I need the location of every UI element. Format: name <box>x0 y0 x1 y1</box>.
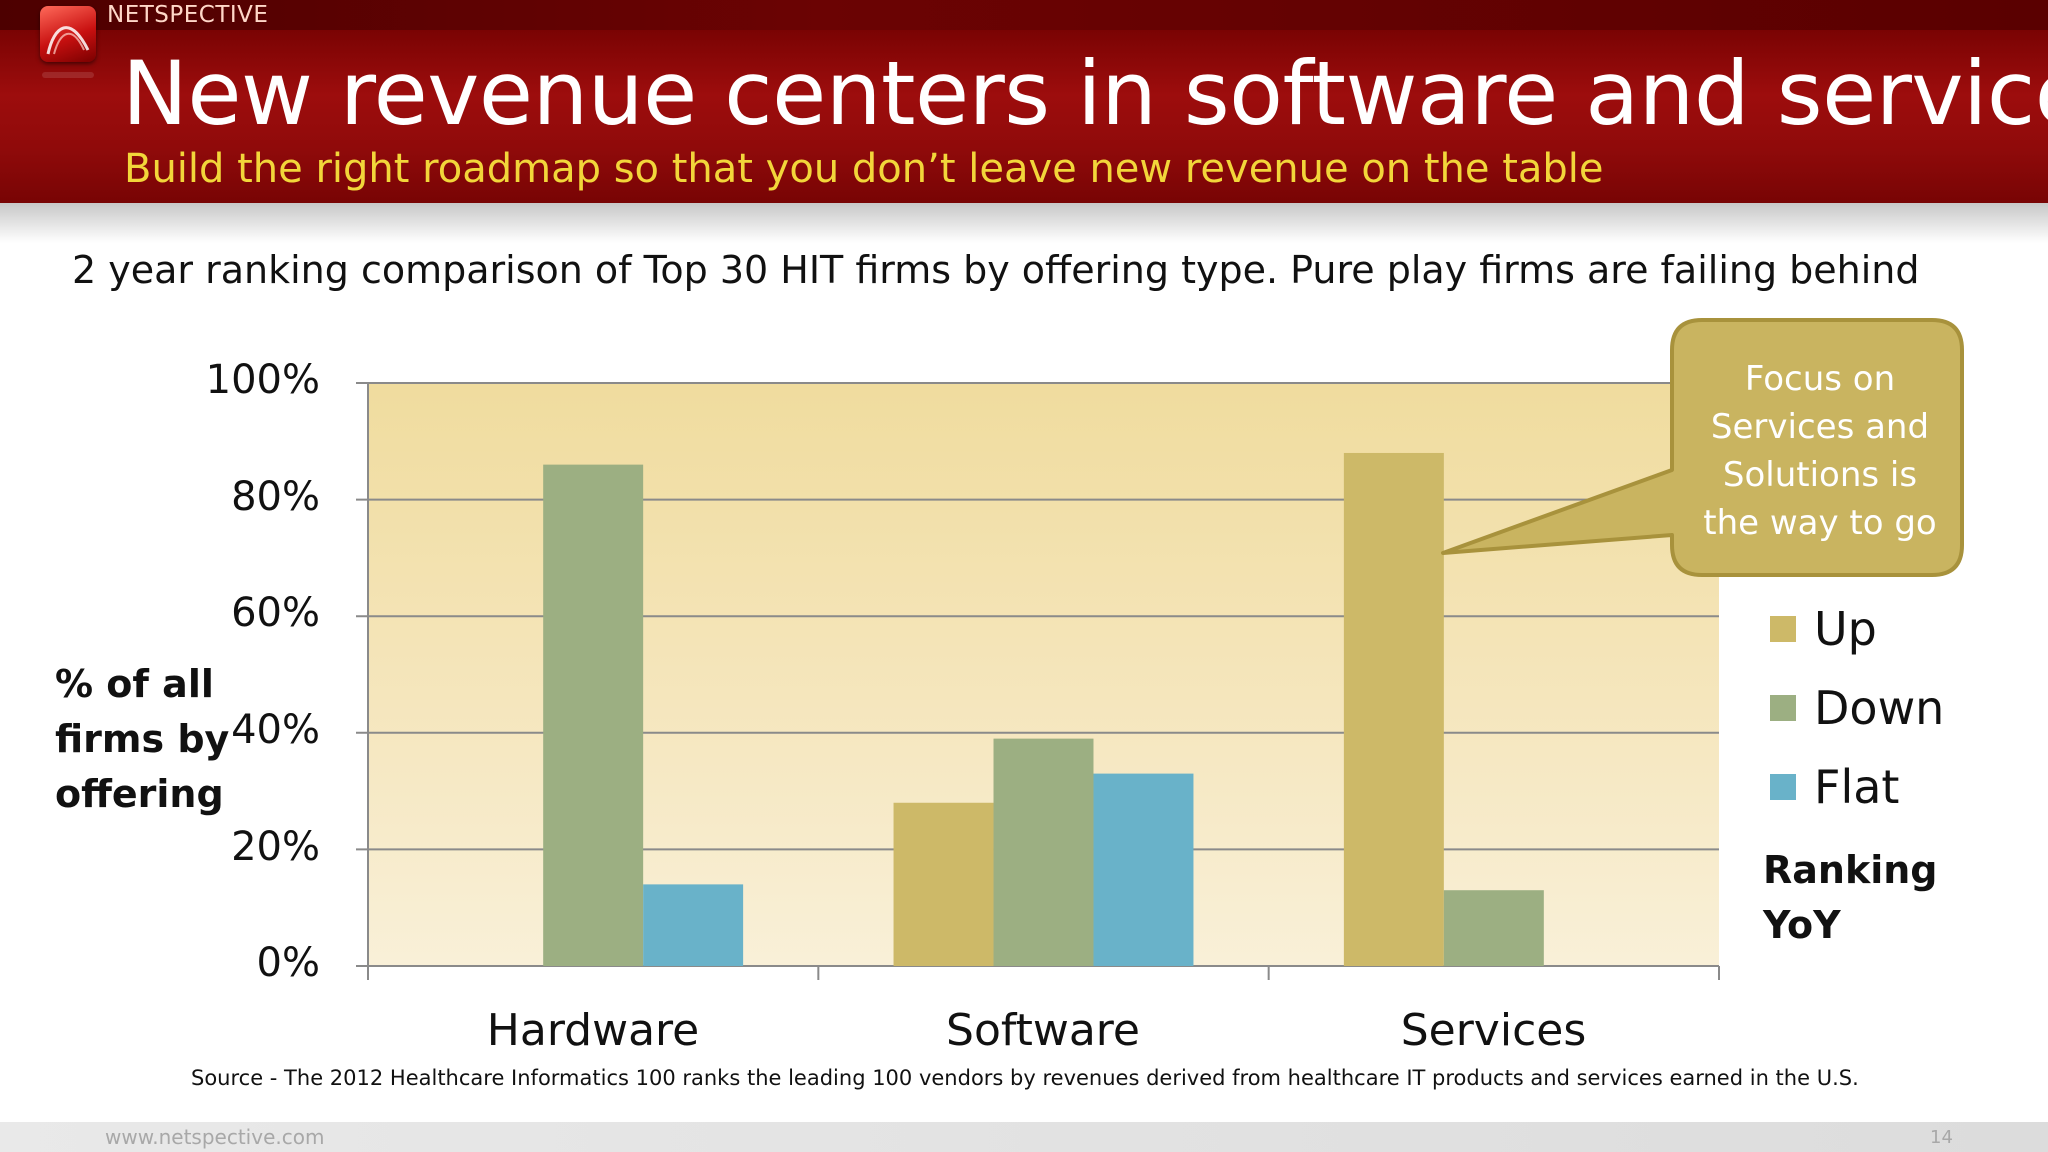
brand-name: NETSPECTIVE <box>107 2 269 28</box>
legend-item-down: Down <box>1770 678 1944 738</box>
legend-swatch-flat <box>1770 774 1796 800</box>
x-category-hardware: Hardware <box>486 1005 700 1056</box>
header-shadow <box>0 203 2048 243</box>
page-number: 14 <box>1930 1127 1953 1148</box>
slide-subtitle: Build the right roadmap so that you don’… <box>124 146 1604 192</box>
plot-area <box>368 383 1719 966</box>
header-top-band <box>0 0 2048 30</box>
y-tick-40: 40% <box>231 707 320 753</box>
lead-text: 2 year ranking comparison of Top 30 HIT … <box>72 248 1920 292</box>
legend-label-flat: Flat <box>1814 760 1900 814</box>
legend-label-down: Down <box>1814 681 1945 735</box>
callout-text: Focus on Services and Solutions is the w… <box>1703 359 1937 543</box>
y-tick-0: 0% <box>256 940 320 986</box>
footer-band <box>0 1122 2048 1152</box>
legend-swatch-down <box>1770 695 1796 721</box>
legend-swatch-up <box>1770 616 1796 642</box>
header-banner <box>0 0 2048 203</box>
footer-url[interactable]: www.netspective.com <box>105 1125 325 1149</box>
netspective-logo-icon <box>40 6 96 62</box>
x-category-services: Services <box>1400 1005 1587 1056</box>
y-tick-100: 100% <box>205 357 320 403</box>
y-tick-20: 20% <box>231 824 320 870</box>
logo-reflection <box>42 72 94 78</box>
legend-title: Ranking YoY <box>1763 848 1938 947</box>
legend-item-up: Up <box>1770 599 1877 659</box>
slide-title: New revenue centers in software and serv… <box>122 42 2048 145</box>
source-note: Source - The 2012 Healthcare Informatics… <box>191 1066 1859 1090</box>
y-axis-label: % of all firms by offering <box>55 662 230 816</box>
y-tick-60: 60% <box>231 590 320 636</box>
y-tick-80: 80% <box>231 474 320 520</box>
x-category-software: Software <box>946 1005 1140 1056</box>
legend-item-flat: Flat <box>1770 757 1899 817</box>
legend-label-up: Up <box>1814 602 1877 656</box>
